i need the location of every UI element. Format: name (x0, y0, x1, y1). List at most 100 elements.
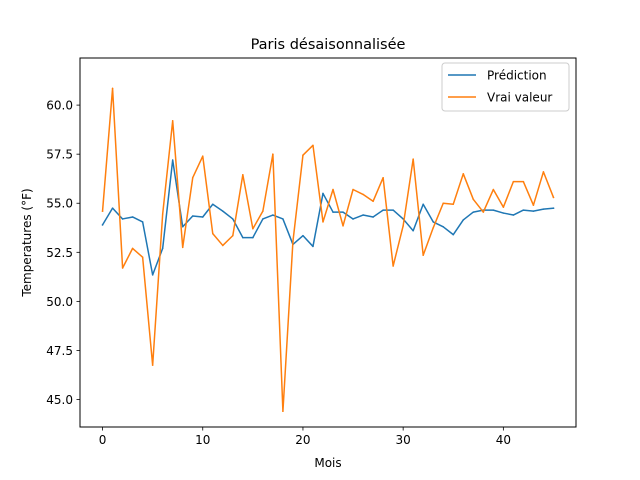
legend: Prédiction Vrai valeur (441, 62, 570, 112)
data-point (151, 364, 154, 366)
data-point (512, 180, 515, 183)
y-tick-label: 50.0 (46, 295, 73, 309)
data-point (472, 211, 475, 213)
data-point (362, 193, 364, 196)
data-point (492, 209, 495, 211)
x-axis-title: Mois (314, 456, 341, 470)
data-point (252, 228, 254, 230)
data-point (552, 196, 555, 199)
data-point (171, 159, 174, 161)
data-point (412, 229, 414, 232)
data-point (312, 144, 314, 147)
data-point (111, 207, 114, 209)
data-point (222, 244, 224, 247)
data-point (472, 198, 475, 201)
data-point (552, 207, 555, 209)
data-point (542, 208, 545, 210)
chart-title: Paris désaisonnalisée (251, 37, 406, 53)
data-point (171, 120, 174, 122)
data-point (362, 214, 364, 216)
y-tick-label: 60.0 (46, 99, 73, 113)
x-tick-label: 20 (295, 433, 310, 447)
data-point (392, 265, 394, 267)
data-point (232, 218, 234, 220)
data-point (432, 221, 434, 223)
x-tick-label: 30 (396, 433, 411, 447)
y-tick-label: 55.0 (46, 197, 73, 211)
data-point (382, 209, 384, 211)
y-tick-label: 45.0 (46, 393, 73, 407)
y-axis: 45.0 47.5 50.0 52.5 55.0 57.5 60.0 (46, 99, 80, 407)
data-point (161, 247, 164, 250)
data-point (181, 226, 184, 228)
data-point (492, 188, 495, 191)
data-point (151, 274, 154, 276)
y-tick-label: 57.5 (46, 148, 73, 162)
data-point (542, 171, 545, 173)
data-point (342, 225, 344, 227)
data-point (222, 210, 224, 212)
y-tick-label: 47.5 (46, 344, 73, 358)
data-point (452, 203, 454, 205)
data-point (292, 240, 294, 243)
data-point (372, 216, 374, 218)
data-point (252, 236, 254, 239)
data-point (282, 218, 284, 220)
y-axis-title: Temperatures (°F) (20, 188, 34, 297)
data-point (242, 236, 244, 239)
data-point (332, 211, 334, 213)
data-point (422, 203, 424, 205)
data-point (131, 247, 134, 250)
data-point (262, 210, 264, 212)
data-point (181, 246, 184, 249)
data-point (322, 221, 324, 223)
data-point (332, 188, 334, 191)
data-point (262, 218, 264, 220)
x-axis: 0 10 20 30 40 (99, 427, 511, 447)
legend-label-prediction: Prédiction (487, 69, 547, 83)
data-point (191, 176, 194, 179)
y-tick-label: 52.5 (46, 246, 73, 260)
x-tick-label: 0 (99, 433, 107, 447)
data-point (352, 218, 354, 220)
data-point (111, 87, 114, 90)
data-point (522, 180, 525, 183)
data-point (312, 245, 314, 248)
data-point (372, 200, 374, 203)
data-point (101, 210, 104, 212)
data-point (422, 254, 424, 257)
data-point (322, 192, 324, 195)
x-tick-label: 10 (195, 433, 210, 447)
data-point (272, 214, 274, 216)
data-point (502, 206, 505, 208)
plot-area (101, 87, 555, 413)
data-point (452, 233, 454, 236)
data-point (462, 173, 465, 175)
data-point (121, 218, 124, 220)
data-point (202, 216, 204, 218)
data-point (101, 224, 104, 226)
data-point (202, 155, 204, 157)
data-point (212, 232, 214, 235)
data-point (442, 202, 444, 204)
data-point (141, 256, 144, 258)
legend-label-vrai-valeur: Vrai valeur (487, 91, 552, 105)
plot-frame (79, 57, 577, 428)
data-point (121, 267, 124, 269)
data-point (282, 410, 284, 413)
data-point (462, 219, 465, 221)
series-line-1 (101, 87, 555, 413)
data-point (432, 227, 434, 229)
data-point (512, 214, 515, 216)
data-point (212, 203, 214, 205)
data-point (482, 211, 485, 213)
x-tick-label: 40 (496, 433, 511, 447)
data-point (412, 158, 414, 160)
data-point (161, 213, 164, 215)
data-point (532, 210, 535, 212)
data-point (242, 174, 244, 176)
data-point (392, 209, 394, 211)
data-point (352, 188, 354, 191)
data-point (191, 215, 194, 217)
